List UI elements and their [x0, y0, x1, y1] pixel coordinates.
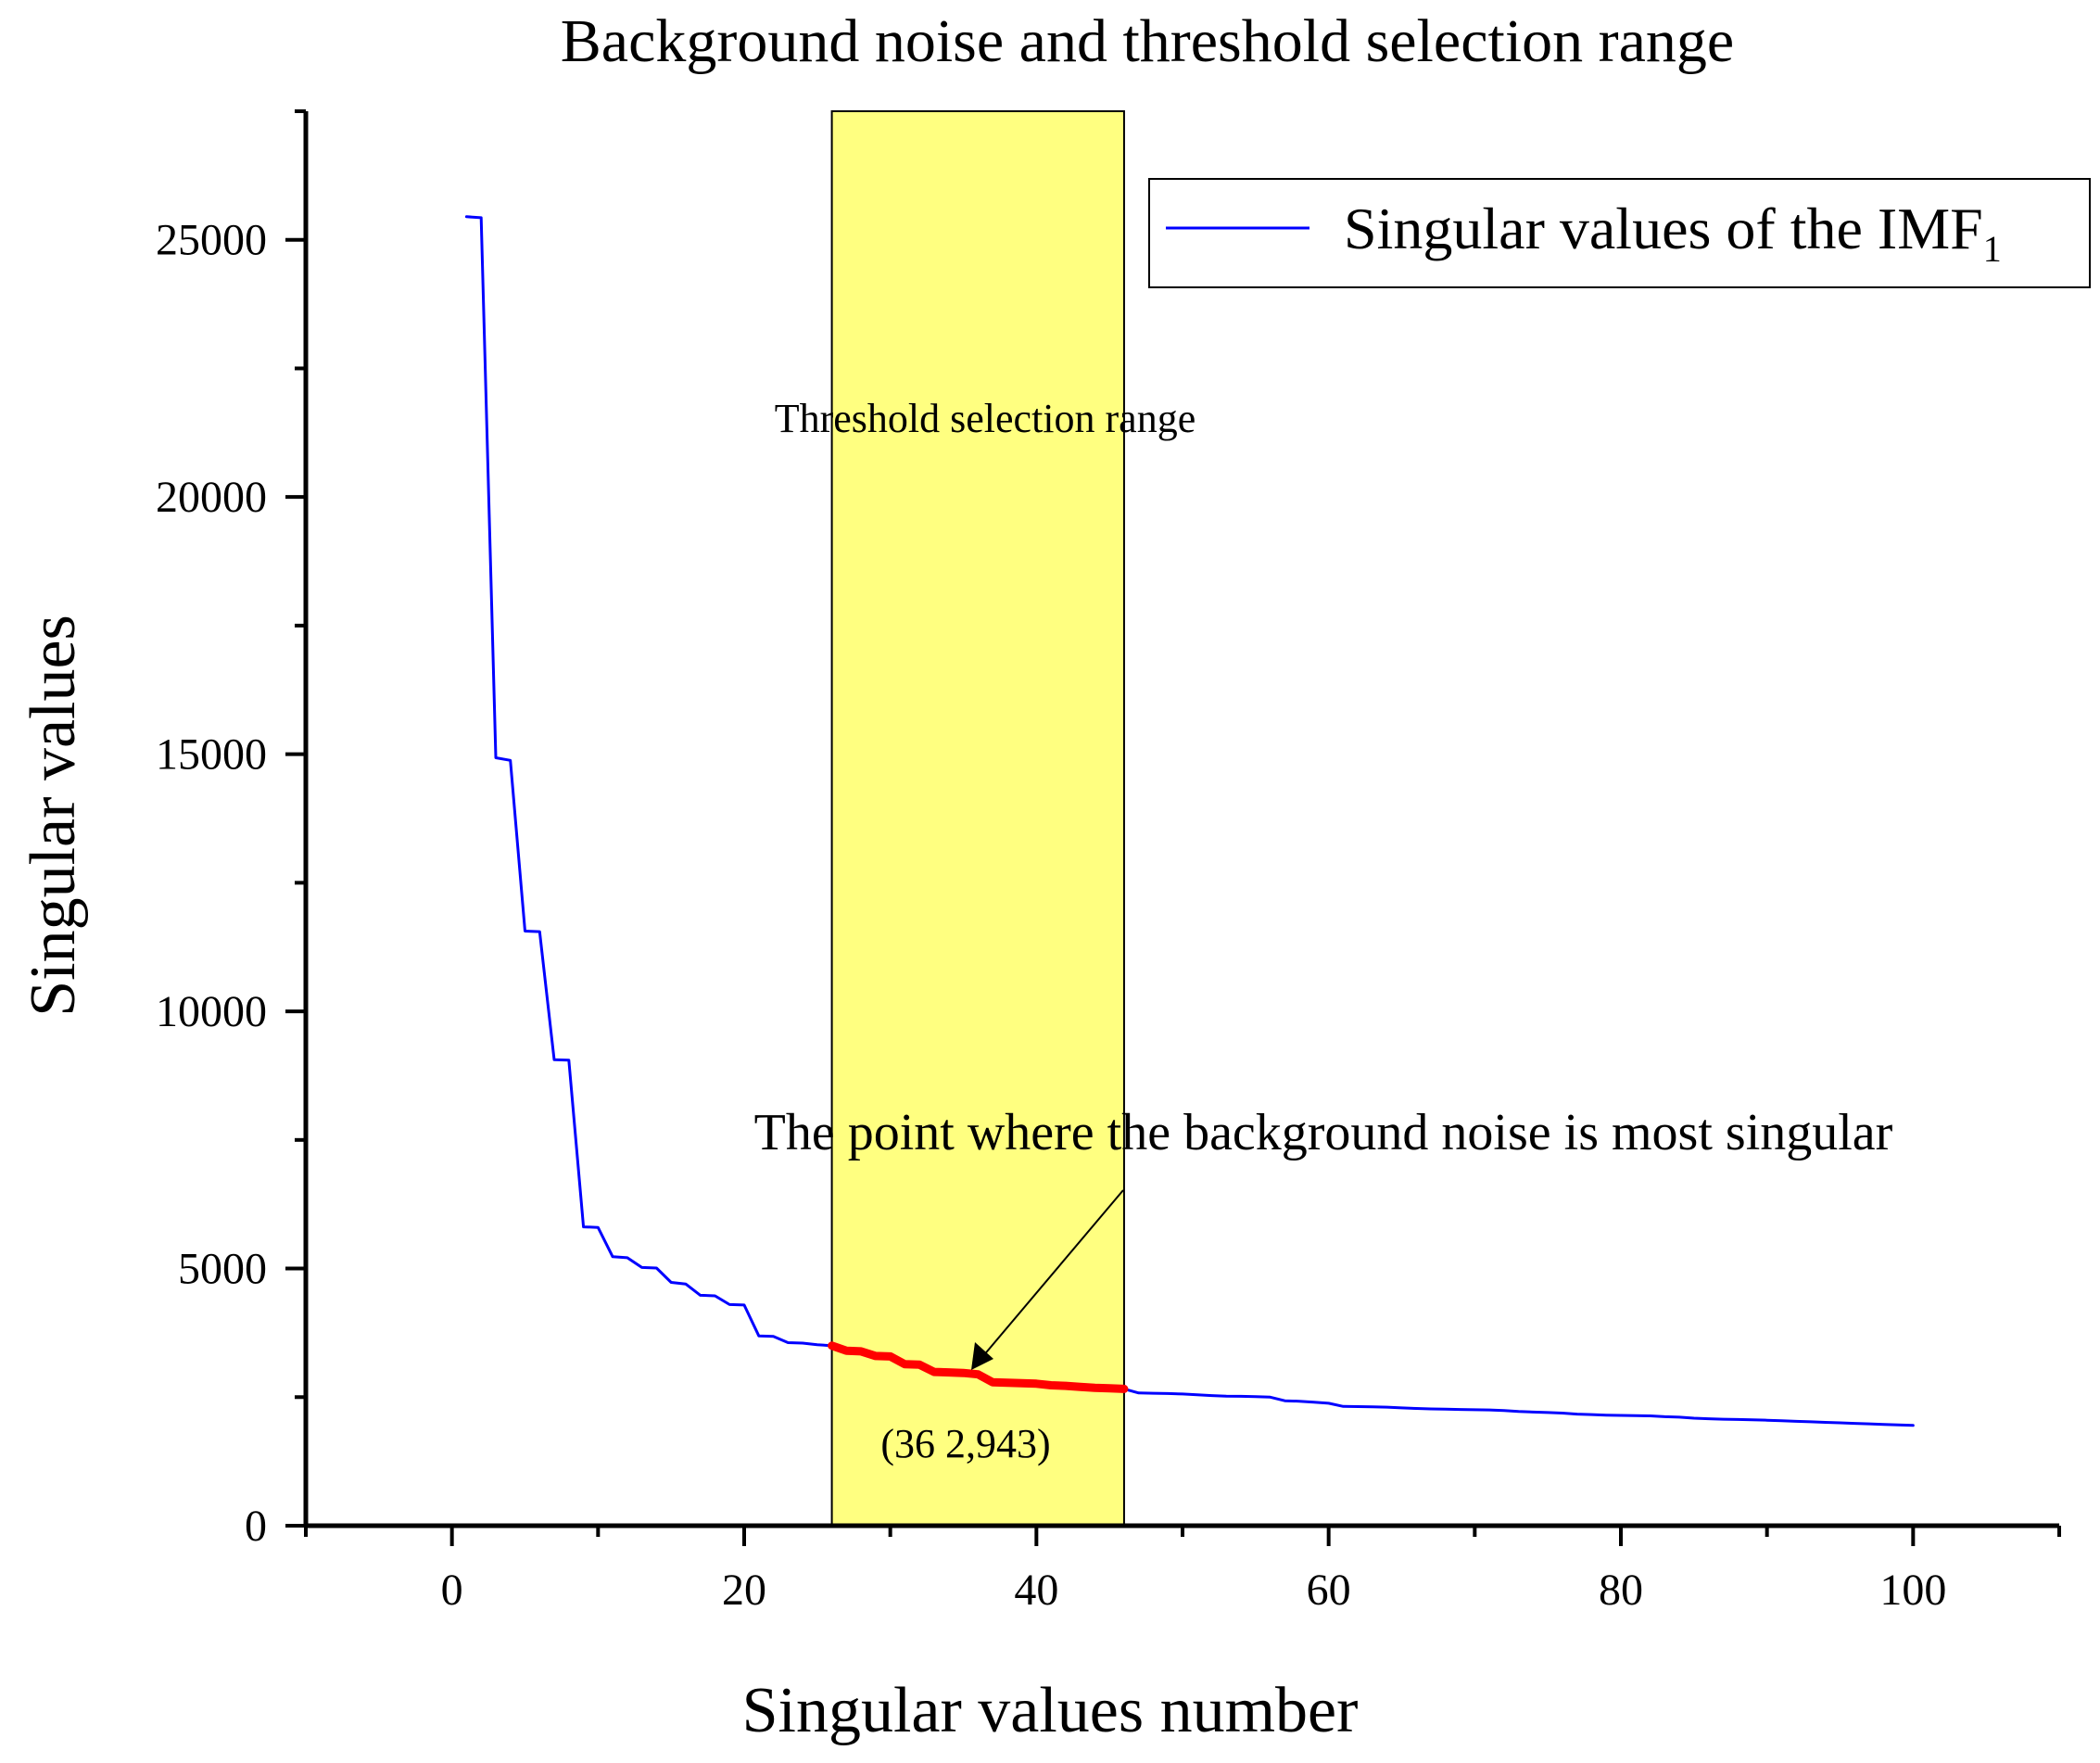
x-tick-label: 40	[1014, 1566, 1058, 1615]
annotation-arrow	[971, 1189, 1124, 1370]
annotation-point-label: (36 2,943)	[880, 1421, 1050, 1466]
x-tick-label: 20	[722, 1566, 766, 1615]
threshold-band-layer	[830, 110, 1125, 1527]
x-tick-label: 0	[441, 1566, 463, 1615]
y-tick-label: 0	[245, 1502, 267, 1551]
legend-label: Singular values of the IMF1	[1344, 196, 2002, 270]
axes-layer: 0 20 40 60 80 100 0 5000 10000 15000 20000 25000	[156, 109, 2061, 1615]
y-tick-label: 15000	[156, 730, 267, 780]
x-axis-label: Singular values number	[742, 1675, 1359, 1746]
legend-box	[1148, 178, 2091, 288]
threshold-band-label: Threshold selection range	[775, 396, 1196, 441]
series-line-threshold-segment	[828, 1341, 1129, 1393]
chart-title: Background noise and threshold selection…	[561, 7, 1734, 75]
threshold-band	[830, 110, 1125, 1527]
x-tick-label: 60	[1307, 1566, 1351, 1615]
y-tick-label: 25000	[156, 216, 267, 265]
series-line-imf1	[464, 215, 1915, 1427]
annotation-text: The point where the background noise is …	[754, 1104, 1893, 1161]
legend: Singular values of the IMF1	[1148, 178, 2091, 288]
x-tick-label: 100	[1879, 1566, 1946, 1615]
y-tick-label: 10000	[156, 987, 267, 1036]
y-tick-label: 5000	[178, 1245, 267, 1294]
y-axis-label: Singular values	[18, 615, 89, 1017]
series-layer	[464, 215, 1915, 1427]
x-tick-label: 80	[1599, 1566, 1643, 1615]
y-tick-label: 20000	[156, 473, 267, 522]
